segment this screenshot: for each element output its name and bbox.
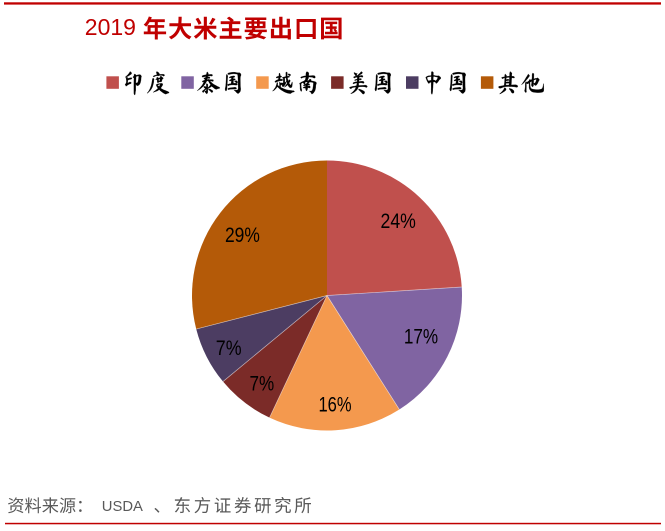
- svg-text:7%: 7%: [216, 336, 242, 360]
- svg-text:2019: 2019: [85, 14, 136, 40]
- svg-text:24%: 24%: [381, 209, 416, 233]
- svg-text:7%: 7%: [250, 372, 275, 396]
- svg-text:16%: 16%: [318, 393, 351, 417]
- svg-text:17%: 17%: [404, 325, 438, 349]
- svg-text:29%: 29%: [225, 223, 260, 247]
- svg-text:USDA: USDA: [102, 499, 143, 515]
